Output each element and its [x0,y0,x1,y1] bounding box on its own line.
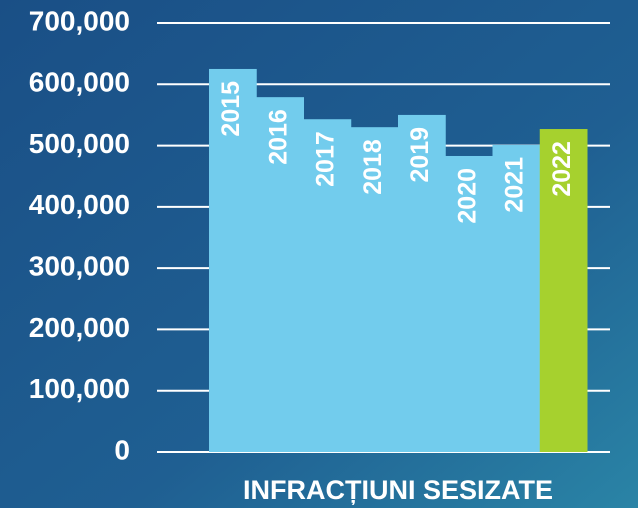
category-label: 2017 [312,131,340,187]
bar [303,119,352,453]
y-tick-label: 700,000 [29,5,130,36]
y-tick-label: 400,000 [29,189,130,220]
y-tick-label: 600,000 [29,67,130,98]
x-axis-label: INFRACȚIUNI SESIZATE [243,475,553,505]
category-label: 2022 [548,141,576,197]
bar [209,68,257,452]
y-tick-label: 100,000 [29,373,130,404]
category-label: 2020 [453,168,481,224]
bar [256,97,304,453]
category-label: 2018 [359,139,387,195]
y-tick-label: 0 [114,434,130,465]
labels: 0 100,000 200,000 300,000 400,000 500,000 600,… [29,5,576,465]
category-label: 2021 [501,157,529,213]
bars [209,68,588,453]
bar [445,155,493,453]
category-label: 2015 [217,81,245,137]
bar [539,129,588,452]
category-label: 2019 [406,127,434,183]
y-tick-label: 300,000 [29,251,130,282]
y-tick-label: 500,000 [29,128,130,159]
bar [398,114,446,452]
category-label: 2016 [264,109,292,165]
y-tick-label: 200,000 [29,312,130,343]
bar [492,144,541,453]
bar [350,127,399,452]
